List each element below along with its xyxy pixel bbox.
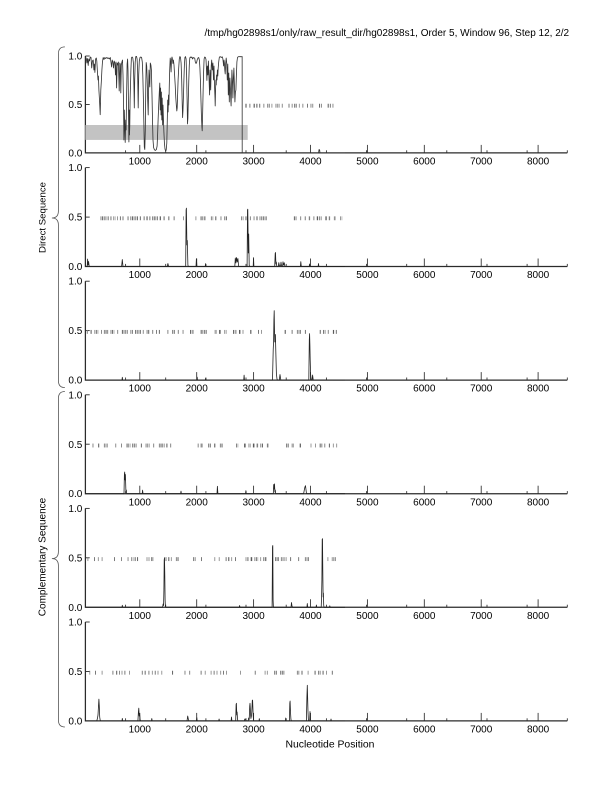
svg-text:1000: 1000 — [129, 270, 152, 281]
svg-text:3000: 3000 — [242, 384, 265, 395]
svg-text:1.0: 1.0 — [68, 618, 82, 629]
svg-text:2000: 2000 — [186, 157, 209, 168]
svg-text:0.5: 0.5 — [68, 440, 82, 451]
svg-text:3000: 3000 — [242, 497, 265, 508]
svg-text:6000: 6000 — [413, 270, 436, 281]
svg-text:2000: 2000 — [186, 270, 209, 281]
svg-text:6000: 6000 — [413, 384, 436, 395]
svg-text:Direct Sequence: Direct Sequence — [38, 182, 49, 253]
svg-text:4000: 4000 — [299, 384, 322, 395]
svg-text:Complementary Sequence: Complementary Sequence — [38, 497, 49, 616]
svg-text:7000: 7000 — [470, 611, 493, 622]
svg-text:6000: 6000 — [413, 497, 436, 508]
svg-text:0.5: 0.5 — [68, 667, 82, 678]
svg-text:5000: 5000 — [356, 497, 379, 508]
svg-text:Nucleotide Position: Nucleotide Position — [286, 740, 375, 751]
svg-text:1.0: 1.0 — [68, 504, 82, 515]
svg-text:/tmp/hg02898s1/only/raw_result: /tmp/hg02898s1/only/raw_result_dir/hg028… — [204, 28, 569, 39]
svg-text:0.0: 0.0 — [68, 148, 82, 159]
svg-text:3000: 3000 — [242, 611, 265, 622]
svg-text:5000: 5000 — [356, 157, 379, 168]
svg-text:1000: 1000 — [129, 157, 152, 168]
svg-text:1000: 1000 — [129, 611, 152, 622]
svg-text:0.0: 0.0 — [68, 603, 82, 614]
svg-text:7000: 7000 — [470, 497, 493, 508]
svg-text:2000: 2000 — [186, 497, 209, 508]
svg-text:2000: 2000 — [186, 611, 209, 622]
svg-text:6000: 6000 — [413, 725, 436, 736]
svg-text:5000: 5000 — [356, 725, 379, 736]
svg-text:2000: 2000 — [186, 725, 209, 736]
svg-text:1000: 1000 — [129, 725, 152, 736]
svg-text:2000: 2000 — [186, 384, 209, 395]
svg-text:1.0: 1.0 — [68, 163, 82, 174]
svg-text:7000: 7000 — [470, 270, 493, 281]
svg-text:7000: 7000 — [470, 384, 493, 395]
svg-text:1000: 1000 — [129, 497, 152, 508]
svg-text:4000: 4000 — [299, 725, 322, 736]
svg-text:3000: 3000 — [242, 270, 265, 281]
svg-text:1.0: 1.0 — [68, 52, 82, 63]
svg-text:3000: 3000 — [242, 725, 265, 736]
svg-text:5000: 5000 — [356, 270, 379, 281]
svg-text:8000: 8000 — [527, 611, 550, 622]
svg-text:0.5: 0.5 — [68, 326, 82, 337]
svg-text:8000: 8000 — [527, 497, 550, 508]
svg-text:0.5: 0.5 — [68, 213, 82, 224]
svg-text:5000: 5000 — [356, 384, 379, 395]
svg-text:8000: 8000 — [527, 725, 550, 736]
svg-text:0.0: 0.0 — [68, 489, 82, 500]
svg-text:0.0: 0.0 — [68, 716, 82, 727]
svg-text:4000: 4000 — [299, 270, 322, 281]
svg-text:0.5: 0.5 — [68, 553, 82, 564]
svg-text:8000: 8000 — [527, 270, 550, 281]
svg-text:4000: 4000 — [299, 611, 322, 622]
svg-text:6000: 6000 — [413, 157, 436, 168]
svg-text:0.0: 0.0 — [68, 262, 82, 273]
svg-text:5000: 5000 — [356, 611, 379, 622]
svg-text:7000: 7000 — [470, 725, 493, 736]
svg-text:1.0: 1.0 — [68, 277, 82, 288]
svg-text:4000: 4000 — [299, 157, 322, 168]
svg-text:3000: 3000 — [242, 157, 265, 168]
svg-text:0.0: 0.0 — [68, 376, 82, 387]
svg-text:0.5: 0.5 — [68, 100, 82, 111]
svg-text:1.0: 1.0 — [68, 390, 82, 401]
svg-text:7000: 7000 — [470, 157, 493, 168]
svg-text:8000: 8000 — [527, 384, 550, 395]
svg-text:6000: 6000 — [413, 611, 436, 622]
svg-text:1000: 1000 — [129, 384, 152, 395]
svg-text:4000: 4000 — [299, 497, 322, 508]
svg-text:8000: 8000 — [527, 157, 550, 168]
